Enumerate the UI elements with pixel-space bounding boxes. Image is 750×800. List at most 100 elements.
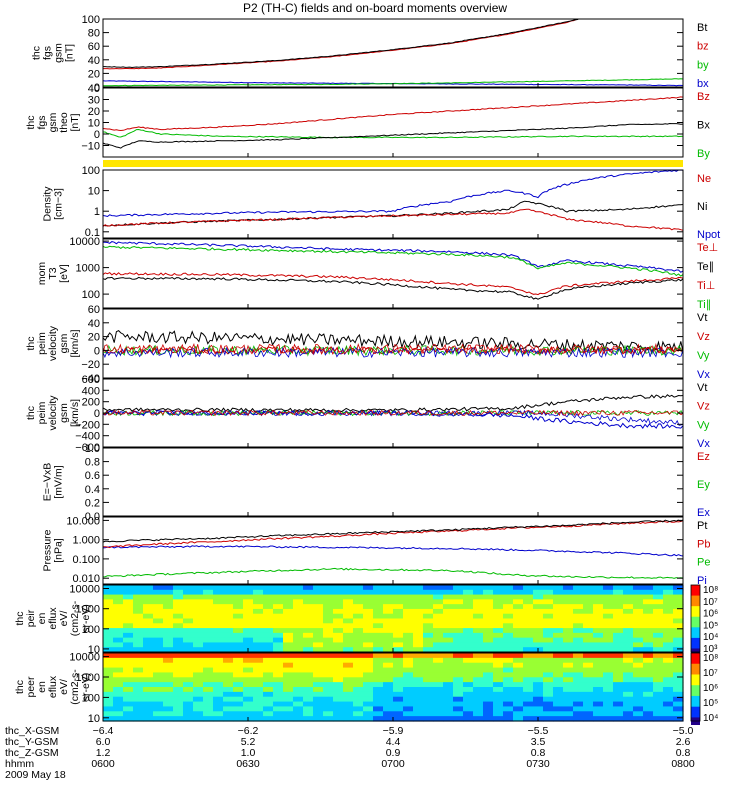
spectrogram-cell <box>203 623 214 629</box>
spectrogram-cell <box>103 716 114 722</box>
spectrogram-cell <box>473 657 484 664</box>
spectrogram-cell <box>123 608 134 615</box>
spectrogram-cell <box>553 585 564 591</box>
spectrogram-cell <box>423 653 434 659</box>
spectrogram-cell <box>333 594 344 600</box>
spectrogram-cell <box>193 696 204 703</box>
y-tick-label: −10 <box>81 141 100 153</box>
spectrogram-cell <box>153 618 164 624</box>
spectrogram-cell <box>263 706 274 712</box>
colorbar-segment <box>691 674 700 679</box>
spectrogram-cell <box>203 701 214 708</box>
spectrogram-cell <box>433 623 444 629</box>
y-tick-label: 20 <box>88 106 100 118</box>
spectrogram-cell <box>563 637 574 644</box>
spectrogram-cell <box>243 632 254 639</box>
spectrogram-cell <box>273 711 284 717</box>
spectrogram-cell <box>663 696 674 703</box>
spectrogram-cell <box>593 691 604 698</box>
spectrogram-cell <box>573 716 584 722</box>
spectrogram-cell <box>563 682 574 688</box>
spectrogram-cell <box>233 585 244 591</box>
spectrogram-cell <box>343 706 354 712</box>
spectrogram-cell <box>213 589 224 596</box>
spectrogram-cell <box>293 691 304 698</box>
spectrogram-cell <box>153 696 164 703</box>
spectrogram-cell <box>313 637 324 644</box>
spectrogram-cell <box>383 613 394 620</box>
spectrogram-cell <box>573 701 584 708</box>
spectrogram-cell <box>183 653 194 659</box>
spectrogram-cell <box>613 662 624 669</box>
spectrogram-cell <box>183 618 194 624</box>
spectrogram-cell <box>463 653 474 659</box>
spectrogram-cell <box>403 716 414 722</box>
spectrogram-cell <box>333 604 344 610</box>
spectrogram-cell <box>303 585 314 591</box>
spectrogram-cell <box>543 687 554 693</box>
spectrogram-cell <box>443 608 454 615</box>
spectrogram-cell <box>433 657 444 664</box>
series-Ne <box>102 208 684 231</box>
spectrogram-cell <box>573 594 584 600</box>
spectrogram-cell <box>613 682 624 688</box>
spectrogram-cell <box>623 662 634 669</box>
spectrogram-cell <box>133 691 144 698</box>
spectrogram-cell <box>433 711 444 717</box>
spectrogram-cell <box>473 585 484 591</box>
spectrogram-cell <box>123 682 134 688</box>
spectrogram-cell <box>223 667 234 674</box>
spectrogram-cell <box>223 657 234 664</box>
colorbar-segment <box>691 685 700 690</box>
spectrogram-cell <box>413 585 424 591</box>
spectrogram-cell <box>183 716 194 722</box>
spectrogram-cell <box>523 585 534 591</box>
spectrogram-cell <box>273 589 284 596</box>
spectrogram-cell <box>153 647 164 653</box>
spectrogram-cell <box>253 701 264 708</box>
spectrogram-cell <box>563 628 574 634</box>
spectrogram-cell <box>663 682 674 688</box>
spectrogram-cell <box>603 608 614 615</box>
spectrogram-cell <box>533 585 544 591</box>
spectrogram-cell <box>243 657 254 664</box>
spectrogram-cell <box>193 691 204 698</box>
spectrogram-cell <box>673 613 684 620</box>
spectrogram-cell <box>273 628 284 634</box>
spectrogram-cell <box>413 604 424 610</box>
colorbar-segment <box>691 703 700 708</box>
spectrogram-cell <box>583 701 594 708</box>
spectrogram-cell <box>633 677 644 683</box>
spectrogram-cell <box>353 672 364 678</box>
spectrogram-cell <box>163 589 174 596</box>
spectrogram-cell <box>403 642 414 648</box>
spectrogram-cell <box>383 706 394 712</box>
spectrogram-cell <box>263 632 274 639</box>
spectrogram-cell <box>173 613 184 620</box>
spectrogram-cell <box>643 637 654 644</box>
spectrogram-cell <box>403 637 414 644</box>
spectrogram-cell <box>603 585 614 591</box>
spectrogram-cell <box>343 701 354 708</box>
spectrogram-cell <box>233 632 244 639</box>
spectrogram-cell <box>673 653 684 659</box>
spectrogram-cell <box>583 594 594 600</box>
spectrogram-cell <box>393 613 404 620</box>
spectrogram-cell <box>383 716 394 722</box>
spectrogram-cell <box>193 653 204 659</box>
spectrogram-cell <box>143 653 154 659</box>
y-axis-label: thc <box>25 336 37 350</box>
spectrogram-cell <box>423 657 434 664</box>
spectrogram-cell <box>423 716 434 722</box>
spectrogram-cell <box>323 657 334 664</box>
spectrogram-cell <box>573 599 584 605</box>
colorbar-segment <box>691 592 700 596</box>
spectrogram-cell <box>413 608 424 615</box>
spectrogram-cell <box>183 657 194 664</box>
spectrogram-cell <box>653 613 664 620</box>
spectrogram-cell <box>303 632 314 639</box>
spectrogram-cell <box>233 657 244 664</box>
spectrogram-cell <box>293 642 304 648</box>
spectrogram-cell <box>653 618 664 624</box>
